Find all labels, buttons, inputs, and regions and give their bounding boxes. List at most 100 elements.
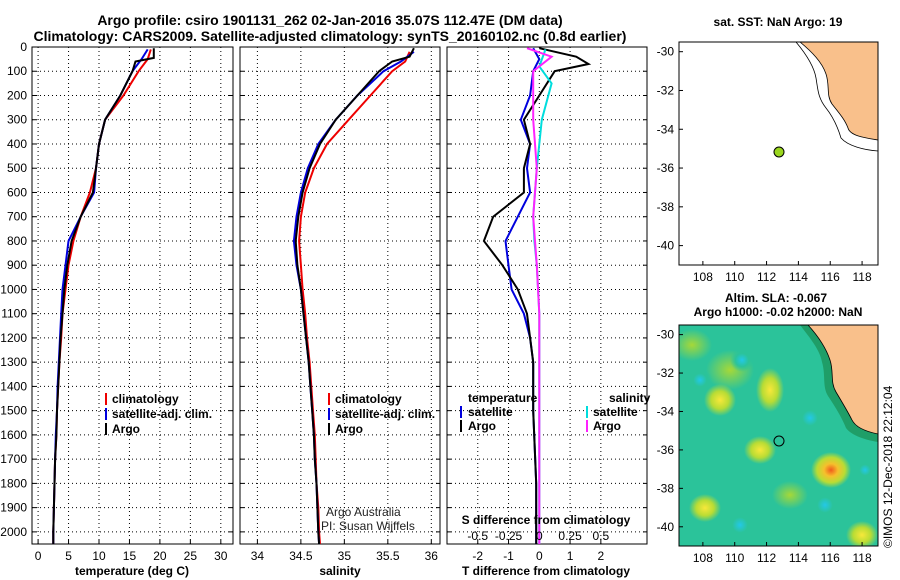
sla-map-frame	[678, 324, 879, 547]
sla-map-title-line1: Altim. SLA: -0.067	[725, 291, 827, 305]
legend-s-climatology-label: climatology	[335, 392, 402, 406]
legend-satellite-label: satellite-adj. clim.	[112, 407, 212, 421]
map-x-tick-label: 110	[725, 270, 744, 284]
s-diff-tick-label: 0.25	[558, 529, 582, 543]
map-y-tick-label: -30	[657, 45, 675, 59]
x-tick-label: 34	[251, 549, 265, 563]
legend-s-argo-label: Argo	[335, 422, 363, 436]
map-y-tick-label: -40	[657, 520, 675, 534]
sla-map-ticks: 108 110 112 114 116 118 -30 -32 -34 -36 -38 -40	[657, 328, 872, 565]
sla-blob	[855, 460, 875, 480]
australia-land-sla	[807, 325, 878, 435]
legend-s-satellite-label: satellite-adj. clim.	[335, 407, 435, 421]
sst-map-ticks: 108 110 112 114 116 118 -30 -32 -34 -36 -38 -40	[657, 45, 872, 284]
s-difference-label: S difference from climatology	[462, 513, 631, 527]
depth-tick-label: 2000	[0, 525, 27, 539]
sla-blob	[846, 521, 878, 546]
x-tick-label: 5	[65, 549, 72, 563]
sla-profile-marker	[773, 435, 785, 447]
t-difference-tick-labels: -2 -1 0 1 2	[472, 549, 604, 563]
sla-blob	[811, 491, 839, 519]
depth-tick-label: 700	[7, 210, 27, 224]
map-y-tick-label: -40	[657, 239, 675, 253]
difference-axes-frame	[446, 46, 648, 545]
temperature-x-label: temperature (deg C)	[75, 564, 189, 578]
x-tick-label: 35.5	[376, 549, 400, 563]
x-tick-label: 30	[214, 549, 228, 563]
depth-tick-label: 1000	[0, 282, 27, 296]
x-tick-label: 15	[123, 549, 137, 563]
x-tick-label: -1	[503, 549, 514, 563]
depth-tick-label: 500	[7, 161, 27, 175]
legend-t-argo-label: Argo	[468, 419, 496, 433]
sla-map-title-line2: Argo h1000: -0.02 h2000: NaN	[694, 305, 863, 319]
x-tick-label: 0	[536, 549, 543, 563]
map-y-tick-label: -34	[657, 122, 675, 136]
x-tick-label: 20	[153, 549, 167, 563]
sla-blob	[756, 368, 784, 412]
map-y-tick-label: -36	[657, 161, 675, 175]
depth-tick-label: 100	[7, 64, 27, 78]
sla-blob	[772, 481, 808, 509]
sla-blob	[704, 384, 736, 416]
map-y-tick-label: -30	[657, 328, 675, 342]
x-tick-label: 0	[35, 549, 42, 563]
sst-map-frame	[678, 41, 879, 266]
salinity-tick-labels: 34 34.5 35 35.5 36	[251, 549, 439, 563]
x-tick-label: 10	[92, 549, 106, 563]
map-y-tick-label: -34	[657, 404, 675, 418]
profile-location-marker	[773, 146, 785, 158]
series-line-argo	[526, 47, 554, 544]
depth-tick-label: 1200	[0, 331, 27, 345]
depth-tick-label: 1500	[0, 404, 27, 418]
map-x-tick-label: 116	[821, 270, 840, 284]
sla-map-panel: Altim. SLA: -0.067 Argo h1000: -0.02 h20…	[657, 291, 879, 565]
series-line-argo	[482, 47, 592, 544]
s-diff-tick-label: -0.5	[467, 529, 488, 543]
sla-blob	[689, 494, 721, 522]
salinity-legend: climatology satellite-adj. clim. Argo	[328, 392, 435, 436]
map-y-tick-label: -38	[657, 481, 675, 495]
map-x-tick-label: 110	[725, 551, 744, 565]
depth-tick-label: 800	[7, 234, 27, 248]
depth-tick-label: 1800	[0, 476, 27, 490]
depth-tick-label: 600	[7, 185, 27, 199]
x-tick-label: -2	[472, 549, 483, 563]
legend-s-argo-label2: Argo	[593, 419, 621, 433]
s-difference-tick-labels: -0.5 -0.25 0 0.25 0.5	[467, 529, 609, 543]
s-diff-tick-label: -0.25	[495, 529, 523, 543]
map-x-tick-label: 116	[821, 551, 840, 565]
map-x-tick-label: 112	[757, 551, 776, 565]
depth-tick-label: 900	[7, 258, 27, 272]
australia-land	[799, 42, 878, 141]
map-x-tick-label: 112	[757, 270, 776, 284]
depth-tick-label: 1600	[0, 428, 27, 442]
legend-salinity-title: salinity	[609, 391, 651, 405]
sla-blob	[679, 329, 712, 361]
sla-blob	[726, 511, 754, 539]
difference-panel: -2 -1 0 1 2 -0.5 -0.25 0 0.25 0.5 S difference f…	[446, 46, 651, 578]
salinity-grid	[240, 46, 440, 544]
temperature-panel: 0100200300400500600700800900100011001200…	[0, 40, 234, 578]
salinity-x-label: salinity	[319, 564, 361, 578]
figure-title-line1: Argo profile: csiro 1901131_262 02-Jan-2…	[97, 12, 563, 28]
imos-watermark: ©IMOS 12-Dec-2018 22:12:04	[881, 385, 895, 548]
sla-blob	[688, 368, 712, 392]
depth-tick-label: 1900	[0, 501, 27, 515]
depth-tick-label: 1300	[0, 355, 27, 369]
map-y-tick-label: -36	[657, 443, 675, 457]
series-line-argo	[52, 48, 155, 544]
map-x-tick-label: 108	[693, 551, 713, 565]
map-x-tick-label: 114	[789, 270, 808, 284]
salinity-lines	[292, 47, 415, 544]
x-tick-label: 36	[425, 549, 439, 563]
temperature-tick-labels: 0 5 10 15 20 25 30	[35, 549, 228, 563]
map-x-tick-label: 114	[789, 551, 808, 565]
t-difference-x-label: T difference from climatology	[462, 564, 630, 578]
sst-map-title: sat. SST: NaN Argo: 19	[714, 15, 843, 29]
credit-line1: Argo Australia	[326, 505, 401, 519]
legend-t-satellite-label: satellite	[468, 405, 513, 419]
x-tick-label: 2	[598, 549, 605, 563]
depth-tick-label: 200	[7, 88, 27, 102]
legend-argo-label: Argo	[112, 422, 140, 436]
